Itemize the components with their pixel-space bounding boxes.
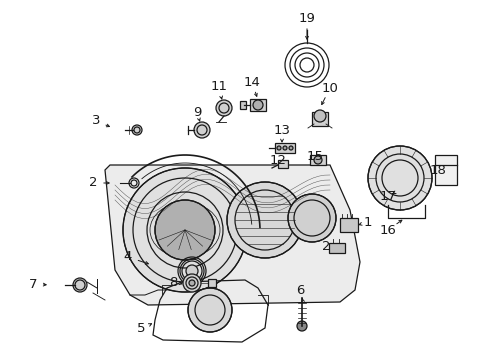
- Circle shape: [183, 274, 201, 292]
- Bar: [339, 218, 357, 232]
- Circle shape: [287, 194, 335, 242]
- Circle shape: [313, 110, 325, 122]
- Text: 2: 2: [321, 240, 329, 253]
- Text: 16: 16: [379, 224, 396, 237]
- Text: 3: 3: [92, 114, 100, 127]
- Text: 7: 7: [29, 278, 37, 291]
- Bar: [207, 279, 216, 287]
- Circle shape: [288, 146, 292, 150]
- Text: 13: 13: [273, 123, 290, 136]
- Circle shape: [313, 156, 321, 164]
- Text: 6: 6: [295, 284, 304, 297]
- Circle shape: [155, 200, 215, 260]
- Bar: [249, 99, 265, 111]
- Text: 18: 18: [428, 163, 446, 176]
- Bar: [278, 160, 287, 168]
- Circle shape: [189, 280, 195, 286]
- Text: 15: 15: [306, 150, 323, 163]
- Bar: [309, 155, 325, 165]
- Text: 8: 8: [168, 275, 177, 288]
- Circle shape: [276, 146, 281, 150]
- Text: 19: 19: [298, 12, 315, 24]
- Text: 4: 4: [123, 251, 132, 264]
- Circle shape: [216, 100, 231, 116]
- Bar: [274, 143, 294, 153]
- Text: 5: 5: [137, 323, 145, 336]
- Bar: [311, 112, 327, 126]
- Circle shape: [187, 288, 231, 332]
- Text: 11: 11: [210, 81, 227, 94]
- Text: 14: 14: [243, 76, 260, 89]
- Circle shape: [367, 146, 431, 210]
- Text: 2: 2: [88, 176, 97, 189]
- Circle shape: [226, 182, 303, 258]
- Text: 10: 10: [321, 81, 338, 94]
- Circle shape: [296, 321, 306, 331]
- Text: 17: 17: [379, 189, 396, 202]
- Circle shape: [132, 125, 142, 135]
- Circle shape: [252, 100, 263, 110]
- Circle shape: [194, 122, 209, 138]
- Circle shape: [185, 265, 198, 277]
- Polygon shape: [105, 165, 359, 305]
- Circle shape: [123, 168, 246, 292]
- Bar: [434, 155, 456, 185]
- Bar: [240, 101, 245, 109]
- Text: 12: 12: [269, 153, 286, 166]
- Circle shape: [73, 278, 87, 292]
- Text: 9: 9: [192, 105, 201, 118]
- Text: 1: 1: [363, 216, 371, 229]
- Circle shape: [283, 146, 286, 150]
- Bar: [328, 243, 345, 253]
